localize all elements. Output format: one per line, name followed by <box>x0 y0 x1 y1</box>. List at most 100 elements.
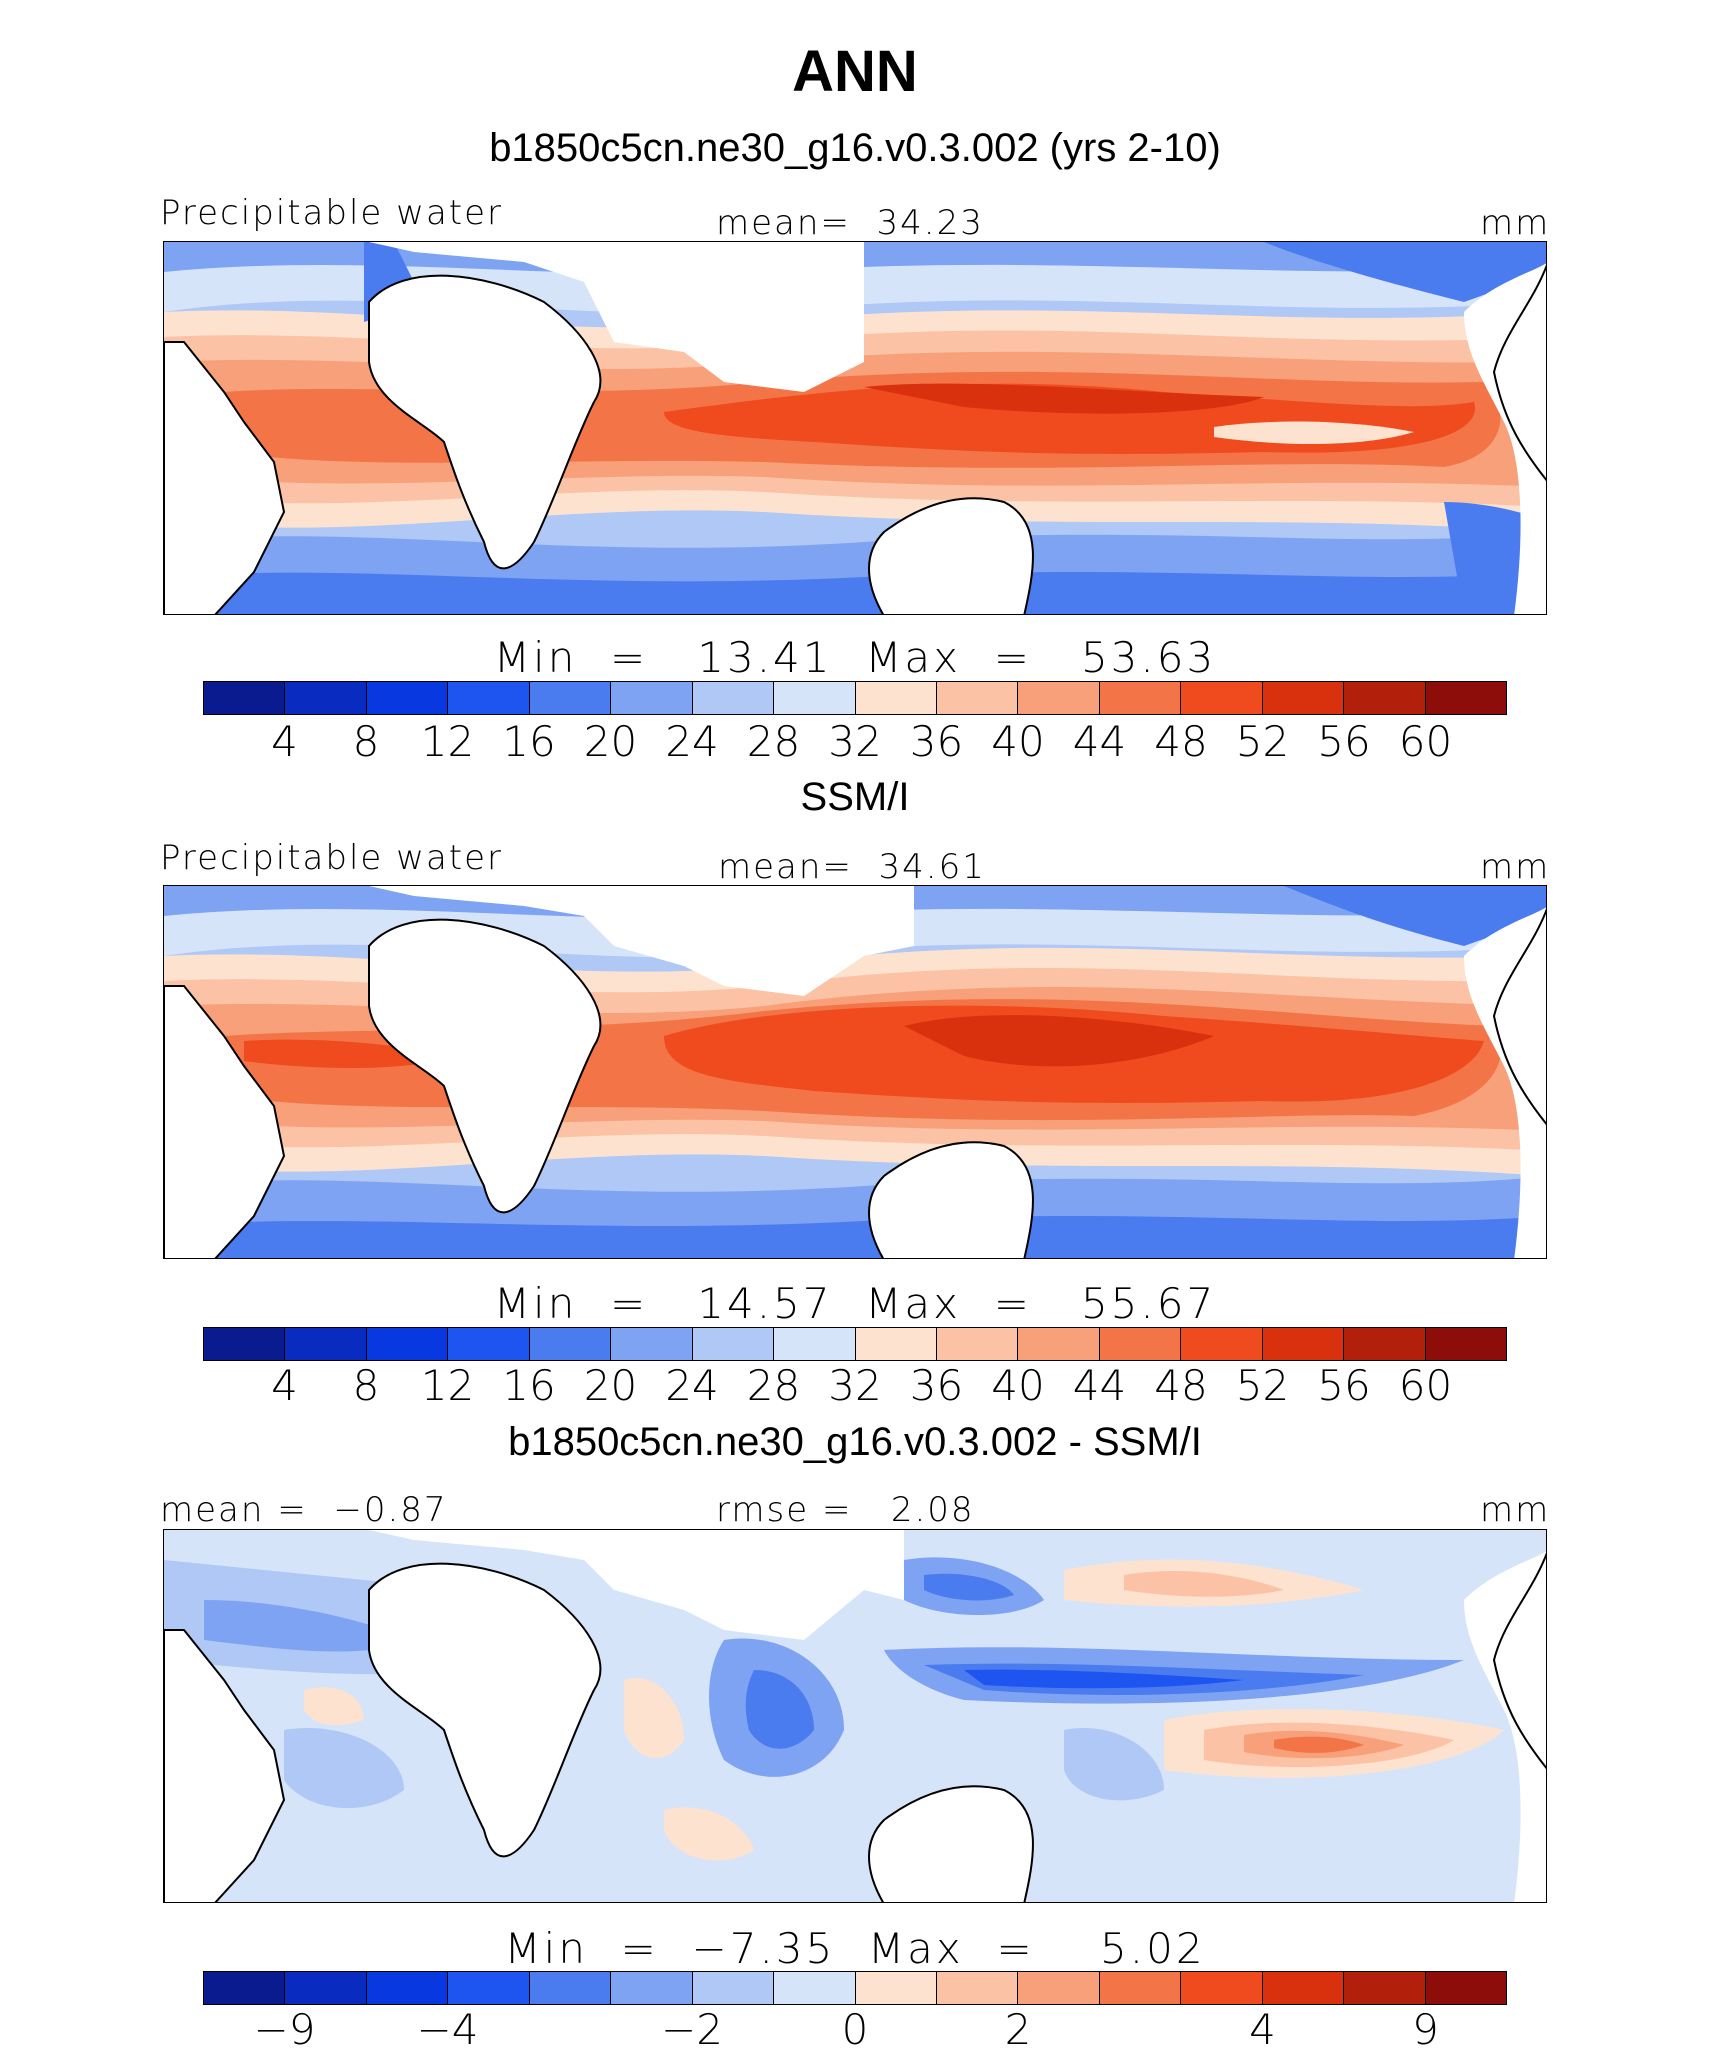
panel-2-subtitle: SSM/I <box>800 775 910 819</box>
colorbar-swatch <box>285 1328 367 1360</box>
colorbar-swatch <box>611 1972 693 2004</box>
colorbar-tick-label: 4 <box>271 717 298 766</box>
panel-1-map <box>163 241 1547 615</box>
panel-3-minmax: Min = −7.35 Max = 5.02 <box>504 1924 1206 1973</box>
colorbar-swatch <box>774 682 856 714</box>
colorbar-tick-label: 56 <box>1317 1361 1371 1410</box>
colorbar-tick-label: 20 <box>583 1361 638 1410</box>
colorbar-swatch <box>1099 1328 1182 1360</box>
colorbar-tick-label: 28 <box>746 717 801 766</box>
panel-1-units-label: mm <box>1480 203 1551 243</box>
colorbar-swatch <box>366 1328 449 1360</box>
panel-3-colorbar-ticks: −9 −4 −2 0 2 4 9 <box>203 2005 1507 2055</box>
colorbar-swatch <box>448 1972 530 2004</box>
panel-2-units-label: mm <box>1480 847 1551 887</box>
colorbar-tick-label: 0 <box>841 2005 869 2054</box>
panel-3-rmse-label: rmse = 2.08 <box>716 1490 975 1530</box>
colorbar-swatch <box>1262 1972 1345 2004</box>
colorbar-swatch <box>1344 1328 1426 1360</box>
colorbar-swatch <box>1425 1972 1506 2004</box>
colorbar-swatch <box>1425 682 1506 714</box>
colorbar-swatch <box>1344 682 1426 714</box>
panel-1-minmax: Min = 13.41 Max = 53.63 <box>493 633 1217 682</box>
colorbar-tick-label: 12 <box>420 717 475 766</box>
colorbar-swatch <box>529 682 612 714</box>
colorbar-swatch <box>936 682 1019 714</box>
colorbar-tick-label: 16 <box>502 1361 556 1410</box>
colorbar-swatch <box>448 1328 530 1360</box>
panel-1-colorbar-ticks: 4 8 12 16 20 24 28 32 36 40 44 48 52 56 60 <box>203 717 1507 767</box>
panel-2-minmax: Min = 14.57 Max = 55.67 <box>493 1279 1217 1328</box>
colorbar-tick-label: 48 <box>1154 717 1208 766</box>
colorbar-swatch <box>611 682 693 714</box>
colorbar-tick-label: 44 <box>1072 1361 1127 1410</box>
colorbar-swatch <box>1344 1972 1426 2004</box>
panel-2-contour-field <box>164 886 1546 1258</box>
colorbar-swatch <box>855 1328 937 1360</box>
colorbar-swatch <box>692 682 775 714</box>
colorbar-swatch <box>204 1972 286 2004</box>
colorbar-tick-label: 60 <box>1398 1361 1453 1410</box>
panel-1-variable-label: Precipitable water <box>160 193 504 233</box>
panel-3-contour-field <box>164 1530 1546 1902</box>
colorbar-swatch <box>611 1328 693 1360</box>
colorbar-tick-label: 16 <box>502 717 556 766</box>
colorbar-tick-label: 36 <box>909 1361 964 1410</box>
colorbar-swatch <box>1181 1972 1263 2004</box>
colorbar-swatch <box>1181 1328 1263 1360</box>
panel-2-variable-label: Precipitable water <box>160 838 504 878</box>
colorbar-swatch <box>1018 1972 1100 2004</box>
colorbar-tick-label: 48 <box>1154 1361 1208 1410</box>
colorbar-swatch <box>1262 1328 1345 1360</box>
panel-2-colorbar-ticks: 4 8 12 16 20 24 28 32 36 40 44 48 52 56 60 <box>203 1361 1507 1411</box>
colorbar-swatch <box>774 1328 856 1360</box>
colorbar-swatch <box>1262 682 1345 714</box>
colorbar-tick-label: −9 <box>253 2005 316 2054</box>
colorbar-tick-label: 28 <box>746 1361 801 1410</box>
panel-3-mean-label: mean = −0.87 <box>160 1490 448 1530</box>
colorbar-swatch <box>1018 682 1100 714</box>
colorbar-swatch <box>855 1972 937 2004</box>
colorbar-swatch <box>936 1328 1019 1360</box>
figure-title: ANN <box>792 39 918 104</box>
colorbar-tick-label: 32 <box>828 1361 882 1410</box>
colorbar-swatch <box>204 1328 286 1360</box>
panel-3-colorbar <box>203 1971 1507 2005</box>
colorbar-swatch <box>692 1328 775 1360</box>
colorbar-tick-label: 40 <box>991 1361 1045 1410</box>
colorbar-tick-label: 24 <box>665 717 719 766</box>
colorbar-swatch <box>1099 1972 1182 2004</box>
colorbar-swatch <box>1099 682 1182 714</box>
colorbar-tick-label: 36 <box>909 717 964 766</box>
colorbar-tick-label: 20 <box>583 717 638 766</box>
colorbar-swatch <box>1425 1328 1506 1360</box>
panel-3-subtitle: b1850c5cn.ne30_g16.v0.3.002 - SSM/I <box>508 1420 1202 1464</box>
colorbar-tick-label: 8 <box>352 1361 380 1410</box>
panel-1-colorbar <box>203 681 1507 715</box>
colorbar-tick-label: 44 <box>1072 717 1127 766</box>
colorbar-tick-label: 9 <box>1412 2005 1439 2054</box>
colorbar-swatch <box>692 1972 775 2004</box>
colorbar-swatch <box>448 682 530 714</box>
colorbar-tick-label: 8 <box>352 717 380 766</box>
colorbar-tick-label: 32 <box>828 717 882 766</box>
colorbar-swatch <box>774 1972 856 2004</box>
panel-2-map <box>163 885 1547 1259</box>
colorbar-tick-label: 24 <box>665 1361 719 1410</box>
colorbar-swatch <box>529 1328 612 1360</box>
panel-1-contour-field <box>164 242 1546 614</box>
panel-3-units-label: mm <box>1480 1490 1551 1530</box>
panel-2-colorbar <box>203 1327 1507 1361</box>
panel-1-mean-label: mean= 34.23 <box>716 203 984 243</box>
colorbar-tick-label: −4 <box>416 2005 479 2054</box>
colorbar-swatch <box>855 682 937 714</box>
colorbar-tick-label: 60 <box>1398 717 1453 766</box>
colorbar-swatch <box>1181 682 1263 714</box>
colorbar-tick-label: 12 <box>420 1361 475 1410</box>
colorbar-tick-label: 4 <box>271 1361 298 1410</box>
colorbar-tick-label: 2 <box>1004 2005 1032 2054</box>
colorbar-swatch <box>204 682 286 714</box>
panel-1-subtitle: b1850c5cn.ne30_g16.v0.3.002 (yrs 2-10) <box>489 126 1221 170</box>
colorbar-tick-label: 4 <box>1249 2005 1276 2054</box>
colorbar-swatch <box>529 1972 612 2004</box>
